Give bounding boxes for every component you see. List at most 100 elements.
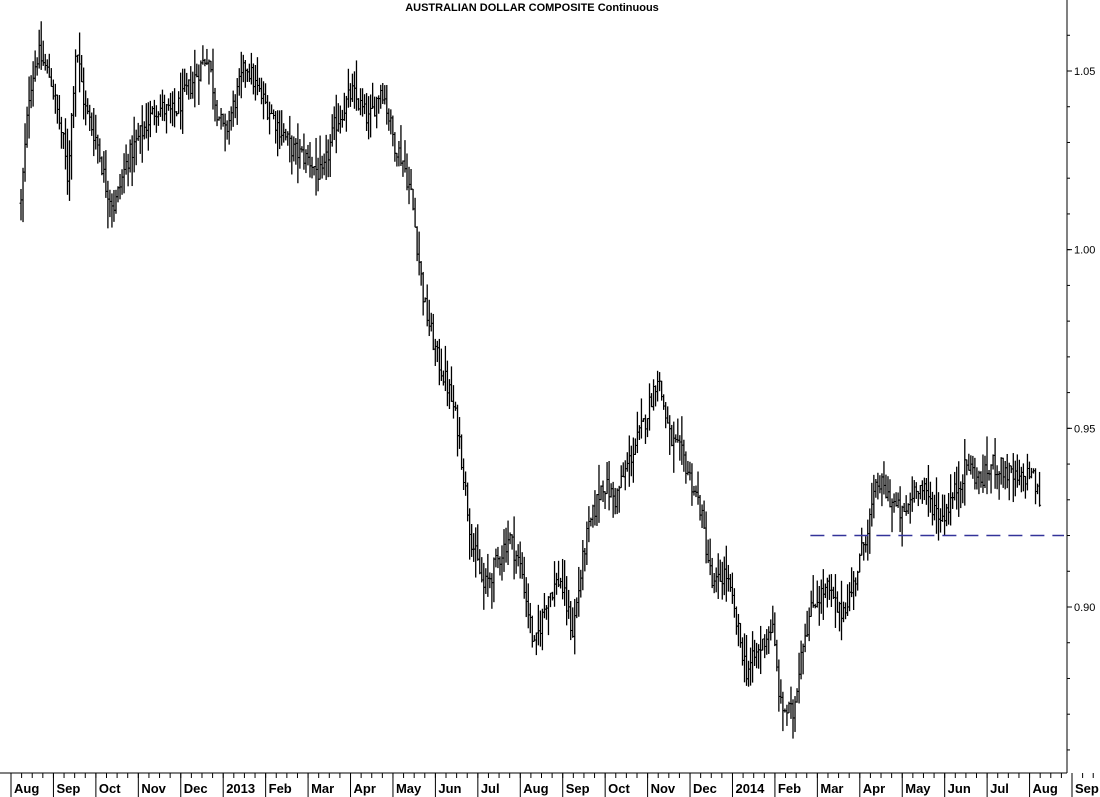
ohlc-bar-218 [460,434,464,470]
ohlc-bar-229 [482,562,486,610]
x-tick-label-23: Jul [990,781,1009,796]
ohlc-bar-414 [856,570,860,591]
ohlc-bar-278 [581,539,585,591]
ohlc-bar-469 [967,453,971,471]
x-tick-label-21: May [905,781,931,796]
ohlc-bar-125 [272,109,276,120]
x-tick-label-9: May [396,781,422,796]
ohlc-bar-291 [607,460,611,511]
ohlc-bar-143 [308,142,312,178]
ohlc-bar-193 [409,169,413,191]
ohlc-bar-485 [999,457,1003,485]
ohlc-bar-470 [969,455,973,475]
ohlc-bar-149 [320,155,324,179]
ohlc-bar-151 [324,134,328,180]
ohlc-bar-400 [827,574,831,600]
ohlc-bar-465 [959,481,963,509]
ohlc-bar-189 [401,160,405,177]
ohlc-bar-132 [286,131,290,146]
ohlc-bar-79 [179,72,183,130]
ohlc-bar-267 [559,577,563,589]
ohlc-bar-257 [538,610,542,647]
x-tick-label-22: Jun [948,781,971,796]
ohlc-bar-119 [259,77,263,105]
ohlc-bar-97 [215,99,219,127]
ohlc-bar-146 [314,137,318,196]
ohlc-bar-496 [1021,463,1025,492]
ohlc-bar-44 [108,189,112,218]
ohlc-bar-300 [625,452,629,472]
ohlc-bar-219 [462,458,466,491]
ohlc-bar-339 [704,511,708,564]
ohlc-bar-490 [1009,465,1013,474]
ohlc-bar-360 [747,660,751,687]
ohlc-bar-475 [979,471,983,488]
ohlc-bar-13 [45,59,49,74]
ohlc-bar-106 [233,94,237,119]
ohlc-bar-124 [270,104,274,115]
ohlc-bar-461 [951,492,955,509]
ohlc-bar-330 [686,460,690,476]
ohlc-bar-463 [955,466,959,510]
ohlc-bar-166 [354,60,358,111]
ohlc-bar-89 [199,60,203,82]
ohlc-bar-231 [486,553,490,597]
ohlc-bar-246 [516,544,520,567]
ohlc-bar-134 [290,135,294,175]
ohlc-bar-462 [953,471,957,501]
x-tick-label-11: Jul [481,781,500,796]
x-tick-label-14: Oct [608,781,630,796]
ohlc-bar-342 [710,557,714,589]
ohlc-bar-101 [223,113,227,152]
ohlc-bar-332 [690,463,694,506]
ohlc-bar-75 [171,91,175,127]
ohlc-bar-262 [548,592,552,608]
ohlc-bar-123 [268,101,272,135]
ohlc-bar-65 [150,106,154,115]
ohlc-bar-180 [383,85,387,105]
ohlc-bar-473 [975,467,979,490]
ohlc-bar-16 [51,79,55,100]
ohlc-bar-320 [666,406,670,424]
ohlc-bar-95 [211,48,215,110]
ohlc-bar-213 [449,366,453,402]
ohlc-bar-388 [803,623,807,653]
ohlc-bar-357 [740,637,744,666]
ohlc-bar-11 [41,40,45,66]
ohlc-bar-266 [557,560,561,588]
ohlc-bar-250 [524,577,528,618]
ohlc-bar-182 [387,108,391,131]
ohlc-bar-447 [922,477,926,501]
ohlc-bar-25 [70,113,74,180]
ohlc-bar-8 [35,57,39,76]
chart-title: AUSTRALIAN DOLLAR COMPOSITE Continuous [405,2,659,14]
ohlc-bar-100 [221,113,225,127]
ohlc-bar-220 [464,471,468,496]
ohlc-bar-195 [413,197,417,228]
ohlc-bar-147 [316,157,320,192]
ohlc-bar-494 [1017,459,1021,486]
ohlc-bar-154 [330,114,334,147]
ohlc-bar-39 [98,138,102,163]
ohlc-bar-281 [587,506,591,543]
x-tick-label-0: Aug [14,781,39,796]
ohlc-bar-432 [892,493,896,513]
ohlc-bar-256 [536,604,540,646]
ohlc-bar-10 [39,21,43,70]
ohlc-bar-322 [670,424,674,447]
ohlc-bar-102 [225,120,229,140]
ohlc-bar-104 [229,106,233,131]
ohlc-bar-110 [241,54,245,83]
ohlc-bar-70 [160,89,164,121]
ohlc-bar-82 [185,72,189,95]
ohlc-bar-142 [306,144,310,166]
ohlc-bar-81 [183,68,187,92]
ohlc-bar-255 [534,632,538,656]
ohlc-bar-497 [1023,475,1027,499]
ohlc-bar-382 [791,699,795,739]
ohlc-bar-60 [140,105,144,163]
ohlc-bar-498 [1025,453,1029,491]
ohlc-bar-416 [860,527,864,556]
ohlc-bar-327 [680,416,684,465]
ohlc-bar-284 [593,490,597,526]
